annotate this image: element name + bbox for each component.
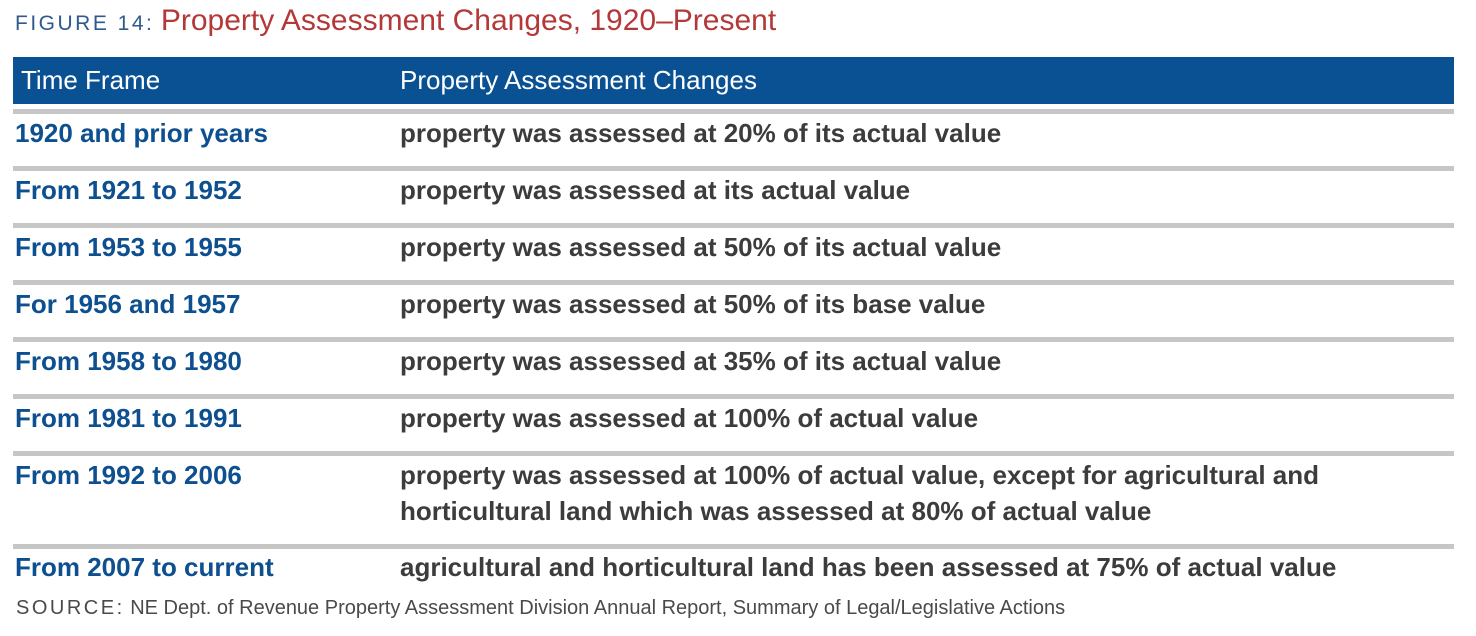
time-frame-cell: From 1953 to 1955 xyxy=(15,232,242,262)
figure-label: FIGURE 14: xyxy=(15,12,155,35)
table-row: From 1992 to 2006 property was assessed … xyxy=(13,451,1454,544)
time-frame-cell: From 1958 to 1980 xyxy=(15,346,242,376)
assessment-table: Time Frame Property Assessment Changes 1… xyxy=(13,57,1454,597)
table-row: For 1956 and 1957 property was assessed … xyxy=(13,280,1454,337)
figure-title: FIGURE 14: Property Assessment Changes, … xyxy=(15,4,776,44)
header-divider xyxy=(13,104,1454,109)
assessment-change-cell: property was assessed at 20% of its actu… xyxy=(400,118,1002,148)
time-frame-cell: From 1981 to 1991 xyxy=(15,403,242,433)
time-frame-cell: From 2007 to current xyxy=(15,552,274,582)
source-note: SOURCE: NE Dept. of Revenue Property Ass… xyxy=(16,597,1065,620)
time-frame-cell: From 1992 to 2006 xyxy=(15,460,242,490)
source-label: SOURCE: xyxy=(16,597,125,619)
time-frame-cell: 1920 and prior years xyxy=(15,118,268,148)
header-time-frame: Time Frame xyxy=(21,65,161,95)
header-assessment-changes: Property Assessment Changes xyxy=(400,65,757,95)
assessment-change-cell: property was assessed at 35% of its actu… xyxy=(400,346,1002,376)
table-row: From 1921 to 1952 property was assessed … xyxy=(13,166,1454,223)
time-frame-cell: From 1921 to 1952 xyxy=(15,175,242,205)
assessment-change-cell: agricultural and horticultural land has … xyxy=(400,552,1337,582)
assessment-change-cell: property was assessed at 50% of its actu… xyxy=(400,232,1002,262)
source-text: NE Dept. of Revenue Property Assessment … xyxy=(130,597,1066,619)
assessment-change-cell: property was assessed at 50% of its base… xyxy=(400,289,986,319)
time-frame-cell: For 1956 and 1957 xyxy=(15,289,241,319)
figure-heading: Property Assessment Changes, 1920–Presen… xyxy=(160,4,777,37)
assessment-change-cell: property was assessed at 100% of actual … xyxy=(400,460,1320,526)
table-row: From 1953 to 1955 property was assessed … xyxy=(13,223,1454,280)
table-row: 1920 and prior years property was assess… xyxy=(13,109,1454,166)
table-header: Time Frame Property Assessment Changes xyxy=(13,57,1454,104)
table-row: From 1981 to 1991 property was assessed … xyxy=(13,394,1454,451)
assessment-change-cell: property was assessed at 100% of actual … xyxy=(400,403,979,433)
table-row: From 1958 to 1980 property was assessed … xyxy=(13,337,1454,394)
table-row: From 2007 to current agricultural and ho… xyxy=(13,544,1454,597)
assessment-change-cell: property was assessed at its actual valu… xyxy=(400,175,911,205)
